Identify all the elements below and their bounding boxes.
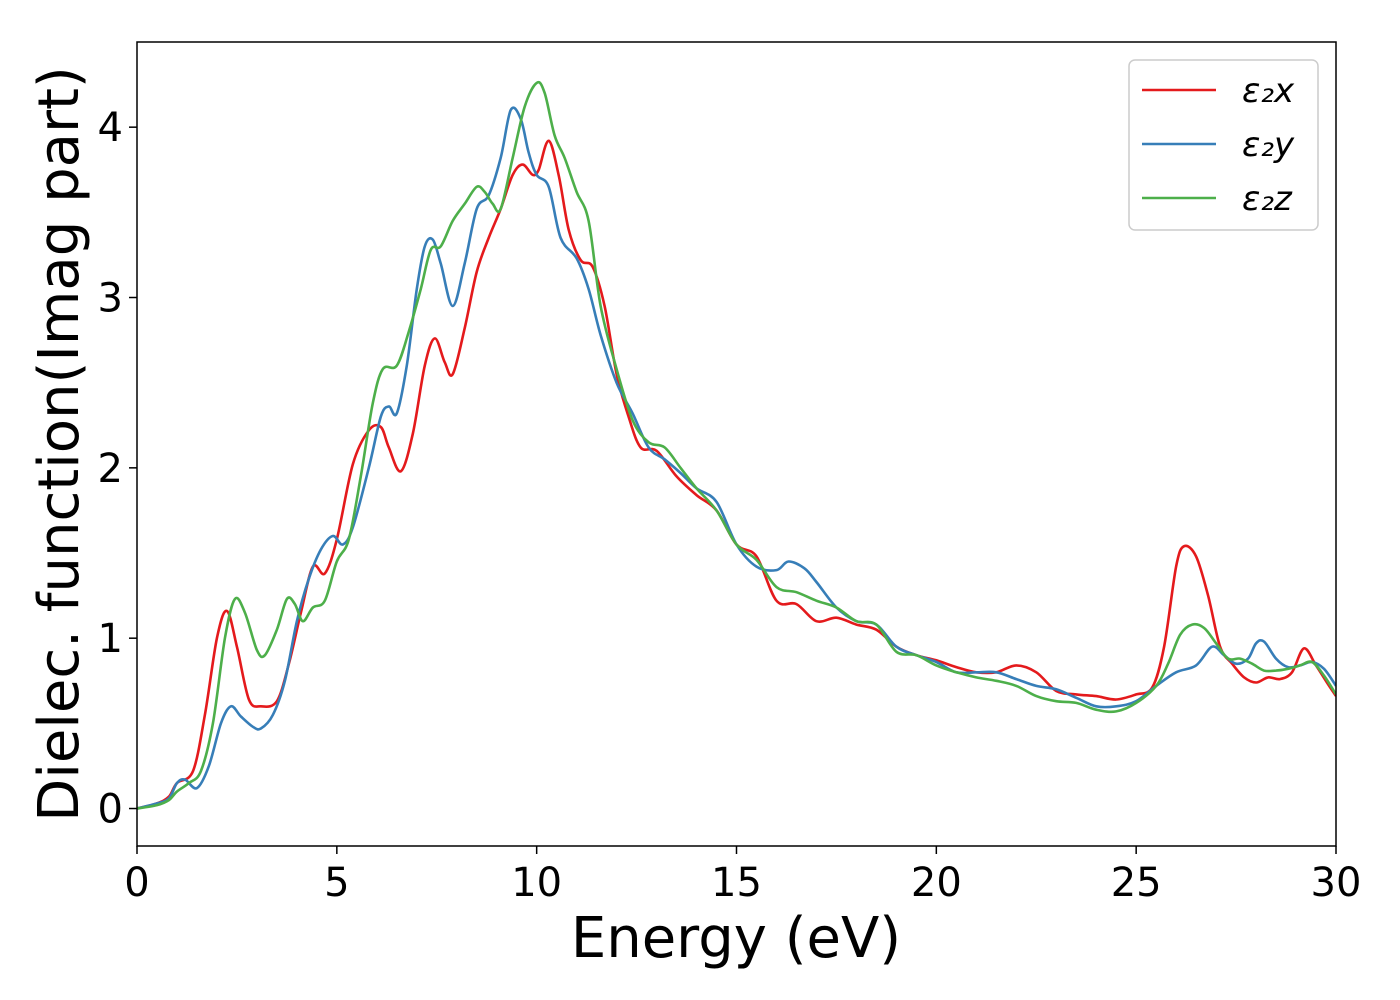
x-tick-label: 30 (1311, 860, 1362, 906)
legend-box (1128, 59, 1319, 231)
x-tick-label: 15 (711, 860, 762, 906)
legend-label-2: ε₂y (1242, 125, 1295, 165)
tick-layer: 0 5 10 15 20 25 30 0 1 2 3 4 (98, 105, 1362, 906)
series-line-3 (137, 80, 1336, 810)
y-tick-label: 3 (98, 276, 123, 322)
x-tick-label: 25 (1111, 860, 1162, 906)
x-tick-label: 20 (911, 860, 962, 906)
y-tick-label: 4 (98, 105, 123, 151)
x-axis-title: Energy (eV) (571, 906, 901, 971)
y-tick-label: 2 (98, 446, 123, 492)
legend-label-3: ε₂z (1242, 179, 1293, 219)
legend-label-1: ε₂x (1242, 71, 1295, 111)
series-layer (137, 80, 1336, 810)
x-tick-label: 5 (324, 860, 349, 906)
y-tick-label: 1 (98, 616, 123, 662)
x-tick-label: 0 (124, 860, 149, 906)
legend: ε₂x ε₂y ε₂z (1128, 59, 1319, 231)
x-tick-label: 10 (511, 860, 562, 906)
y-axis-title: Dielec. function(Imag part) (27, 66, 92, 822)
y-tick-label: 0 (98, 787, 123, 833)
